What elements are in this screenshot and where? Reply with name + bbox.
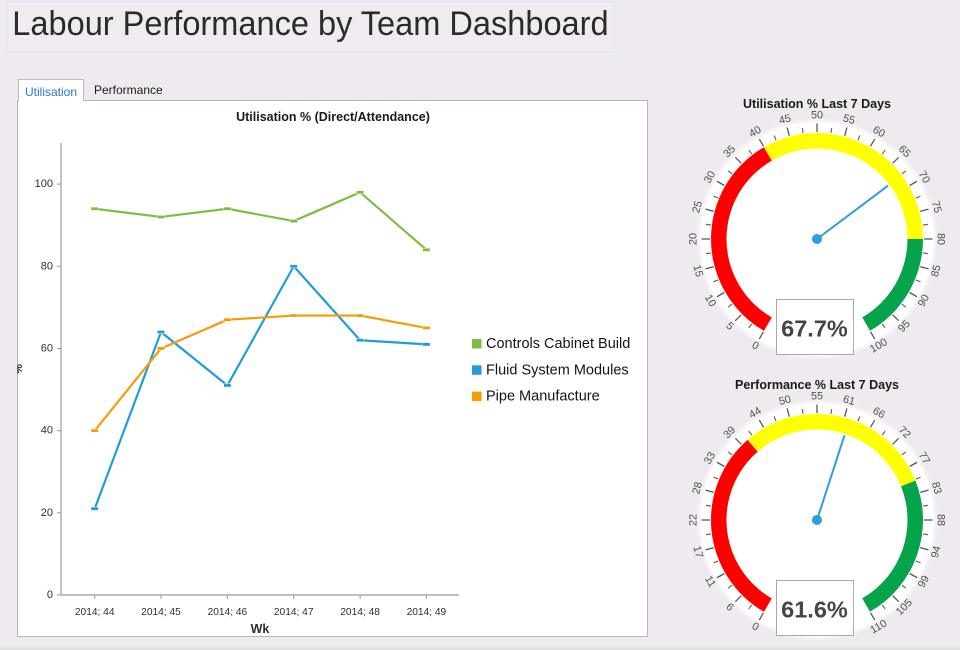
svg-text:2014; 48: 2014; 48 (340, 607, 380, 618)
svg-text:55: 55 (842, 112, 857, 127)
svg-text:20: 20 (41, 507, 53, 519)
svg-text:Wk: Wk (251, 622, 270, 636)
svg-text:61.6%: 61.6% (781, 597, 848, 623)
svg-text:80: 80 (41, 260, 53, 272)
svg-text:83: 83 (929, 481, 944, 496)
svg-text:70: 70 (916, 169, 932, 185)
svg-text:55: 55 (811, 391, 823, 403)
svg-text:44: 44 (747, 405, 763, 421)
svg-text:0: 0 (750, 620, 761, 633)
svg-text:45: 45 (778, 112, 793, 127)
svg-text:67.7%: 67.7% (781, 316, 848, 342)
svg-text:99: 99 (916, 574, 932, 590)
svg-text:2014; 46: 2014; 46 (208, 607, 248, 618)
svg-text:Utilisation % (Direct/Attendan: Utilisation % (Direct/Attendance) (236, 110, 430, 124)
svg-text:2014; 44: 2014; 44 (75, 607, 115, 618)
svg-text:11: 11 (702, 574, 718, 590)
svg-text:100: 100 (35, 178, 53, 190)
svg-text:80: 80 (935, 233, 947, 245)
svg-text:25: 25 (690, 200, 705, 215)
svg-text:75: 75 (929, 200, 944, 215)
svg-text:40: 40 (747, 124, 763, 140)
svg-text:6: 6 (723, 601, 736, 614)
svg-text:50: 50 (778, 393, 793, 408)
svg-text:30: 30 (702, 169, 718, 185)
svg-text:85: 85 (929, 264, 944, 279)
svg-text:0: 0 (47, 589, 53, 601)
svg-text:Controls Cabinet Build: Controls Cabinet Build (486, 336, 630, 352)
svg-text:Fluid System Modules: Fluid System Modules (486, 362, 629, 378)
svg-text:60: 60 (41, 342, 53, 354)
svg-text:88: 88 (935, 514, 947, 526)
svg-text:Pipe Manufacture: Pipe Manufacture (486, 389, 600, 405)
svg-text:33: 33 (702, 450, 718, 466)
svg-text:61: 61 (842, 393, 857, 408)
svg-text:10: 10 (702, 293, 718, 309)
svg-text:5: 5 (723, 320, 736, 333)
svg-text:0: 0 (750, 339, 761, 352)
svg-text:50: 50 (811, 110, 823, 122)
svg-text:90: 90 (916, 293, 932, 309)
svg-text:2014; 47: 2014; 47 (274, 607, 314, 618)
svg-text:2014; 45: 2014; 45 (141, 607, 181, 618)
svg-text:2014; 49: 2014; 49 (407, 607, 447, 618)
svg-text:22: 22 (688, 514, 700, 526)
svg-text:95: 95 (896, 318, 913, 335)
svg-text:40: 40 (41, 425, 53, 437)
svg-text:15: 15 (690, 264, 705, 279)
svg-text:60: 60 (871, 124, 887, 140)
svg-text:17: 17 (690, 545, 705, 560)
svg-text:28: 28 (690, 481, 705, 496)
svg-text:%: % (17, 364, 25, 374)
svg-text:20: 20 (688, 233, 700, 245)
svg-text:77: 77 (916, 450, 932, 466)
svg-text:66: 66 (871, 405, 887, 421)
svg-text:94: 94 (929, 545, 944, 560)
